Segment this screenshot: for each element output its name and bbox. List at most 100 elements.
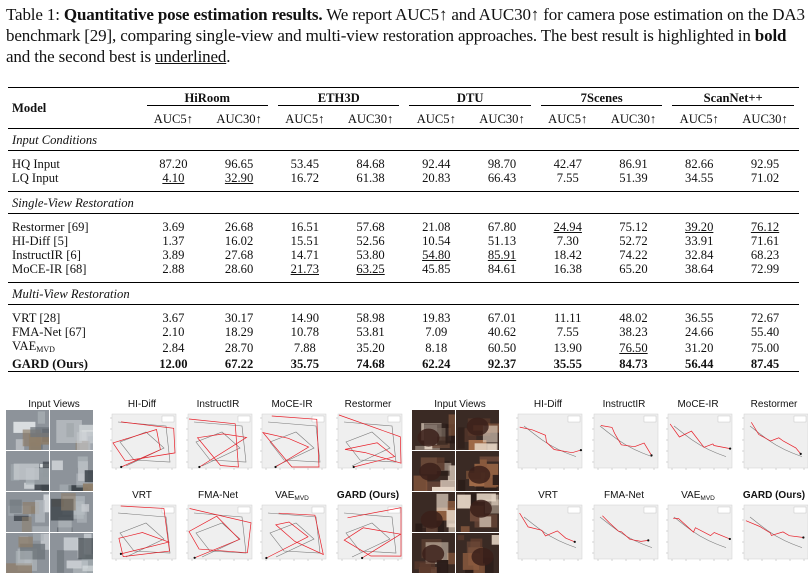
value-cell: 92.44: [422, 157, 451, 171]
input-view-thumbnail: [6, 451, 49, 491]
value-cell: 2.88: [162, 262, 185, 276]
value-cell: 13.90: [553, 341, 582, 355]
input-view-thumbnail: [6, 533, 49, 573]
table-row: GARD (Ours) 12.00 67.22 35.75 74.68 62.24 92.3…: [8, 357, 799, 372]
value-cell: 8.18: [425, 341, 448, 355]
method-label: MoCE-IR: [271, 399, 313, 410]
figure-panel-left: Input Views HI-Diff InstructIR MoCE-IR Resto…: [4, 396, 403, 578]
value-cell: 14.90: [290, 311, 319, 325]
value-cell: 7.30: [556, 234, 579, 248]
value-cell: 40.62: [487, 325, 517, 339]
value-cell: 30.17: [224, 311, 254, 325]
value-cell: 16.02: [224, 234, 254, 248]
trajectory-plot: [110, 413, 177, 470]
section-title: Multi-View Restoration: [8, 282, 799, 305]
value-cell: 60.50: [487, 341, 517, 355]
value-cell: 7.88: [293, 341, 316, 355]
value-cell: 21.73: [290, 262, 319, 276]
value-cell: 32.90: [224, 171, 254, 185]
value-cell: 48.02: [619, 311, 648, 325]
metric-header: AUC5↑: [404, 109, 469, 129]
caption-text-a: We report AUC5↑ and AUC30↑ for camera po…: [6, 5, 805, 45]
value-cell: 35.75: [273, 357, 337, 372]
method-label: FMA-Net: [604, 490, 644, 501]
model-name-cell: LQ Input: [12, 171, 59, 185]
trajectory-plot: [336, 413, 403, 470]
input-view-thumbnail: [6, 492, 49, 532]
value-cell: 65.20: [619, 262, 648, 276]
method-label: HI-Diff: [533, 399, 563, 410]
value-cell: 35.55: [535, 357, 600, 372]
metric-header: AUC5↑: [141, 109, 206, 129]
input-views-label: Input Views: [28, 399, 80, 410]
value-cell: 38.23: [619, 325, 648, 339]
value-cell: 84.73: [599, 357, 668, 372]
value-cell: 31.20: [685, 341, 714, 355]
trajectory-plot: [260, 504, 327, 561]
model-name-cell: HQ Input: [12, 157, 60, 171]
value-cell: 1.37: [162, 234, 185, 248]
value-cell: 20.83: [422, 171, 451, 185]
value-cell: 71.61: [750, 234, 780, 248]
caption-underlined-word: underlined: [155, 47, 227, 66]
model-name-cell: HI-Diff [5]: [12, 234, 69, 248]
input-view-thumbnail: [50, 410, 93, 450]
value-cell: 58.98: [356, 311, 385, 325]
value-cell: 42.47: [553, 157, 582, 171]
value-cell: 27.68: [224, 248, 254, 262]
method-label: InstructIR: [602, 399, 646, 410]
input-view-thumbnail: [456, 410, 499, 450]
value-cell: 7.09: [425, 325, 448, 339]
value-cell: 21.08: [422, 220, 451, 234]
caption-text-c: .: [226, 47, 231, 66]
value-cell: 52.72: [619, 234, 648, 248]
value-cell: 92.37: [468, 357, 536, 372]
metric-header: AUC5↑: [273, 109, 337, 129]
caption-text-b: and the second best is: [6, 47, 156, 66]
method-label: VRT: [132, 490, 152, 501]
value-cell: 85.91: [487, 248, 517, 262]
table-row: FMA-Net [67] 2.10 18.29 10.78 53.81 7.09 40.62…: [8, 325, 799, 339]
value-cell: 24.66: [685, 325, 714, 339]
table-row: Restormer [69] 3.69 26.68 16.51 57.68 21.08 67…: [8, 220, 799, 234]
model-name-cell: Restormer [69]: [12, 220, 89, 234]
table-row: HQ Input 87.20 96.65 53.45 84.68 92.44 98.70 42…: [8, 157, 799, 171]
table-row: MoCE-IR [68] 2.88 28.60 21.73 63.25 45.85 84.6…: [8, 262, 799, 276]
metric-header: AUC30↑: [205, 109, 273, 129]
caption-label: Table 1:: [6, 5, 60, 24]
model-name-cell: InstructIR [6]: [12, 248, 81, 262]
value-cell: 28.70: [224, 341, 254, 355]
value-cell: 82.66: [685, 157, 714, 171]
value-cell: 75.00: [750, 341, 780, 355]
value-cell: 2.84: [162, 341, 185, 355]
metric-header: AUC5↑: [667, 109, 732, 129]
trajectory-plot: [516, 413, 583, 470]
value-cell: 86.91: [619, 157, 648, 171]
method-label: VAEMVD: [681, 490, 715, 502]
model-name-cell: MoCE-IR [68]: [12, 262, 87, 276]
trajectory-plot: [516, 504, 583, 561]
method-label: GARD (Ours): [336, 490, 400, 501]
value-cell: 24.94: [553, 220, 582, 234]
method-label: Restormer: [750, 399, 798, 410]
value-cell: 53.80: [356, 248, 385, 262]
value-cell: 92.95: [750, 157, 780, 171]
metric-header: AUC5↑: [535, 109, 600, 129]
dataset-header: DTU: [404, 87, 536, 109]
value-cell: 98.70: [487, 157, 517, 171]
value-cell: 3.67: [162, 311, 185, 325]
caption-bold-word: bold: [754, 26, 787, 45]
value-cell: 33.91: [685, 234, 714, 248]
value-cell: 15.51: [290, 234, 319, 248]
value-cell: 18.29: [224, 325, 254, 339]
trajectory-plot: [110, 504, 177, 561]
value-cell: 26.68: [224, 220, 254, 234]
value-cell: 76.12: [750, 220, 780, 234]
table-row: InstructIR [6] 3.89 27.68 14.71 53.80 54.80 85…: [8, 248, 799, 262]
value-cell: 10.54: [422, 234, 451, 248]
value-cell: 36.55: [685, 311, 714, 325]
value-cell: 2.10: [162, 325, 185, 339]
dataset-header: 7Scenes: [535, 87, 668, 109]
value-cell: 96.65: [224, 157, 254, 171]
value-cell: 18.42: [553, 248, 582, 262]
